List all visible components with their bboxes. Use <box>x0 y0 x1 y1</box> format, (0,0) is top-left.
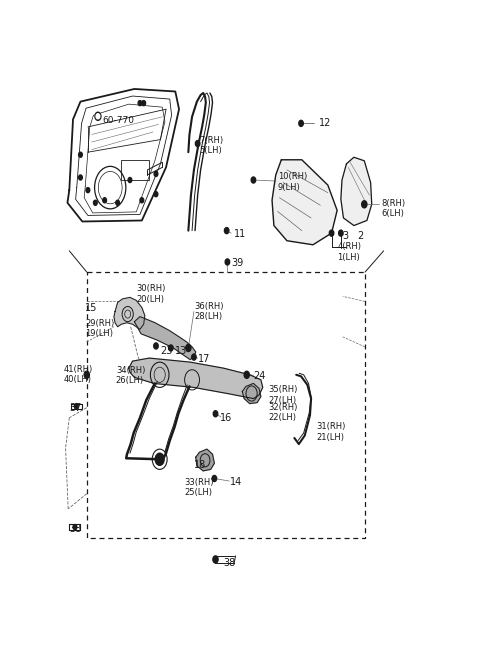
Circle shape <box>168 345 173 351</box>
Circle shape <box>103 198 107 203</box>
Circle shape <box>95 112 101 120</box>
Text: 13: 13 <box>175 346 187 355</box>
Text: 4(RH)
1(LH): 4(RH) 1(LH) <box>337 242 361 261</box>
Circle shape <box>84 371 89 378</box>
Text: 38: 38 <box>224 558 236 568</box>
Circle shape <box>225 227 229 234</box>
Circle shape <box>79 152 83 157</box>
Text: 29(RH)
19(LH): 29(RH) 19(LH) <box>85 319 115 338</box>
Circle shape <box>142 101 145 106</box>
Circle shape <box>79 175 83 180</box>
Polygon shape <box>114 298 145 329</box>
Text: 2: 2 <box>358 231 364 240</box>
Circle shape <box>128 177 132 183</box>
Text: 41(RH)
40(LH): 41(RH) 40(LH) <box>64 365 93 384</box>
Circle shape <box>116 200 120 205</box>
Circle shape <box>94 200 97 205</box>
Circle shape <box>213 411 218 417</box>
Text: 12: 12 <box>319 118 331 128</box>
Text: 33(RH)
25(LH): 33(RH) 25(LH) <box>185 478 214 497</box>
Circle shape <box>154 192 158 196</box>
Circle shape <box>155 453 164 465</box>
Circle shape <box>212 476 216 482</box>
Text: 17: 17 <box>198 353 210 363</box>
Text: 37: 37 <box>69 403 82 413</box>
Text: 23: 23 <box>160 346 173 355</box>
Circle shape <box>299 120 303 126</box>
Text: 35(RH)
27(LH): 35(RH) 27(LH) <box>268 385 298 405</box>
Circle shape <box>73 524 77 530</box>
Circle shape <box>95 112 101 120</box>
Circle shape <box>74 403 78 409</box>
Text: 60-770: 60-770 <box>103 116 135 125</box>
Text: 10(RH)
9(LH): 10(RH) 9(LH) <box>277 172 307 192</box>
Circle shape <box>225 259 229 265</box>
Polygon shape <box>196 449 215 471</box>
Text: 30(RH)
20(LH): 30(RH) 20(LH) <box>136 284 166 304</box>
Circle shape <box>244 371 249 378</box>
Text: 39: 39 <box>231 258 243 269</box>
Circle shape <box>362 201 367 208</box>
Text: 38: 38 <box>69 524 82 534</box>
Circle shape <box>338 230 343 236</box>
Polygon shape <box>129 358 263 399</box>
Text: 11: 11 <box>234 229 246 239</box>
Polygon shape <box>242 384 261 403</box>
Circle shape <box>251 177 256 183</box>
Circle shape <box>86 188 90 193</box>
Circle shape <box>138 101 142 106</box>
Polygon shape <box>134 317 196 359</box>
Text: 7(RH)
5(LH): 7(RH) 5(LH) <box>200 136 224 155</box>
Text: 15: 15 <box>85 302 97 313</box>
Text: 16: 16 <box>220 413 232 423</box>
Text: 18: 18 <box>194 460 206 470</box>
Circle shape <box>329 230 334 236</box>
Circle shape <box>140 198 144 203</box>
Text: 24: 24 <box>253 371 266 381</box>
Text: 36(RH)
28(LH): 36(RH) 28(LH) <box>194 302 223 321</box>
Polygon shape <box>272 160 337 245</box>
Bar <box>121 160 149 180</box>
Circle shape <box>154 343 158 349</box>
Text: 8(RH)
6(LH): 8(RH) 6(LH) <box>382 198 406 218</box>
Circle shape <box>186 344 191 351</box>
Circle shape <box>96 114 100 119</box>
Polygon shape <box>341 157 372 225</box>
Text: 32(RH)
22(LH): 32(RH) 22(LH) <box>268 403 298 422</box>
Circle shape <box>192 354 196 360</box>
Circle shape <box>213 556 218 563</box>
Text: 3: 3 <box>343 231 349 240</box>
Text: 31(RH)
21(LH): 31(RH) 21(LH) <box>317 422 346 442</box>
Text: 34(RH)
26(LH): 34(RH) 26(LH) <box>116 365 145 385</box>
Circle shape <box>195 141 200 147</box>
Text: 14: 14 <box>229 477 242 487</box>
Circle shape <box>154 171 158 177</box>
